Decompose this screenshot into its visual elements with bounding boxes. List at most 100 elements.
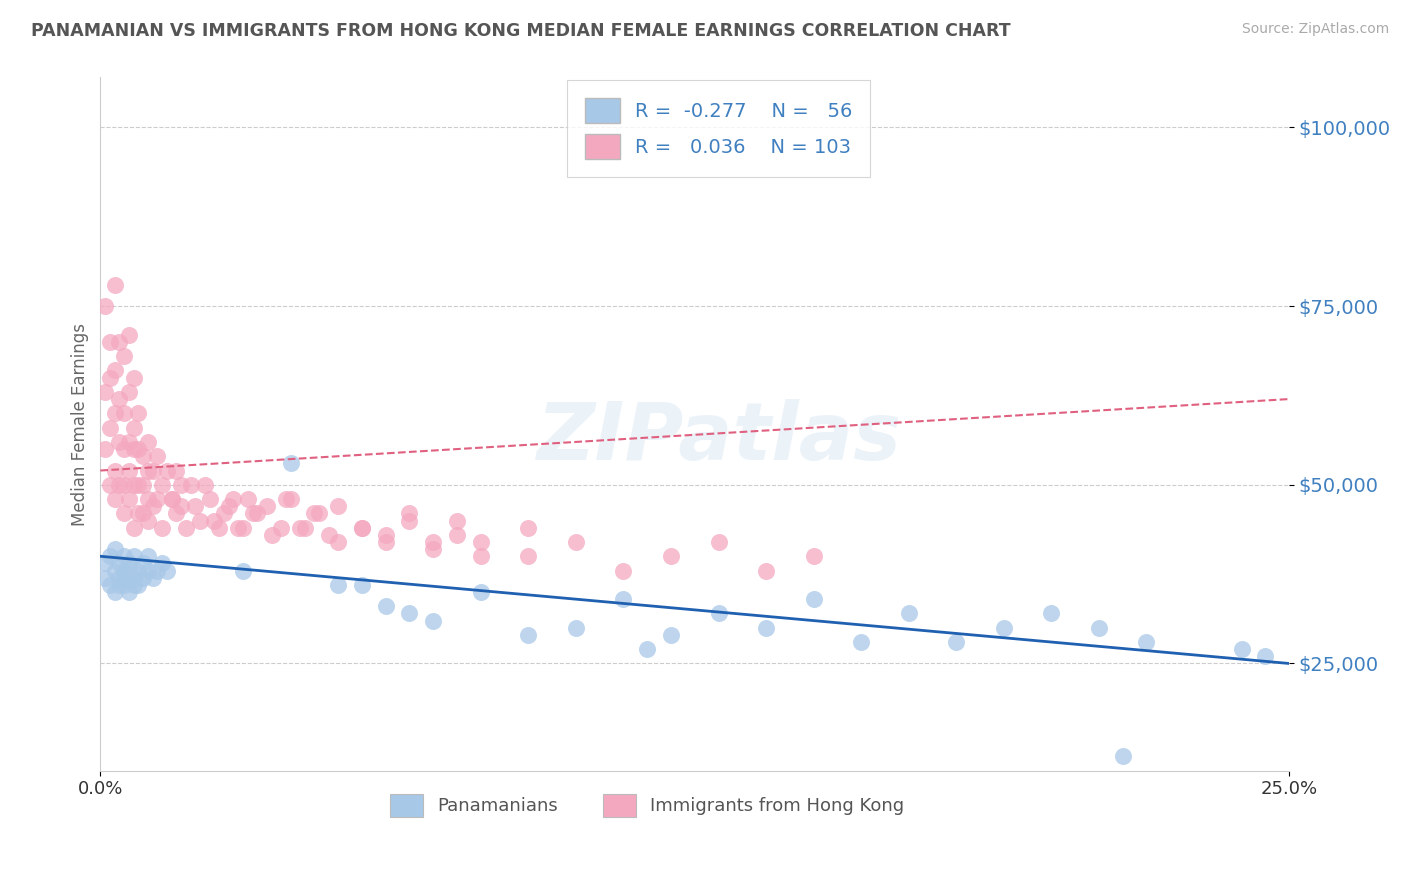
Point [242, 507, 264, 521]
Point [945, 635, 967, 649]
Point [122, 420, 145, 434]
Point [108, 578, 131, 592]
Point [127, 578, 149, 592]
Point [180, 478, 202, 492]
Point [226, 521, 249, 535]
Point [98, 334, 121, 349]
Point [127, 442, 149, 456]
Point [194, 478, 217, 492]
Point [803, 549, 825, 564]
Point [350, 521, 373, 535]
Point [122, 478, 145, 492]
Point [104, 463, 127, 477]
Point [156, 463, 179, 477]
Point [707, 535, 730, 549]
Point [160, 492, 183, 507]
Point [1230, 642, 1253, 657]
Point [122, 549, 145, 564]
Point [112, 578, 135, 592]
Point [108, 557, 131, 571]
Point [398, 514, 420, 528]
Point [127, 406, 149, 420]
Point [174, 521, 197, 535]
Point [260, 528, 283, 542]
Point [318, 528, 340, 542]
Point [108, 334, 131, 349]
Point [108, 478, 131, 492]
Point [104, 542, 127, 557]
Legend: Panamanians, Immigrants from Hong Kong: Panamanians, Immigrants from Hong Kong [382, 787, 911, 824]
Point [156, 564, 179, 578]
Point [326, 535, 349, 549]
Text: Source: ZipAtlas.com: Source: ZipAtlas.com [1241, 22, 1389, 37]
Point [112, 442, 135, 456]
Point [118, 564, 141, 578]
Point [108, 571, 131, 585]
Point [160, 492, 183, 507]
Point [232, 564, 254, 578]
Point [422, 542, 444, 557]
Point [104, 406, 127, 420]
Point [803, 592, 825, 607]
Point [104, 492, 127, 507]
Point [326, 578, 349, 592]
Point [136, 549, 159, 564]
Point [993, 621, 1015, 635]
Point [108, 392, 131, 406]
Point [127, 564, 149, 578]
Point [112, 507, 135, 521]
Point [755, 621, 778, 635]
Point [198, 492, 221, 507]
Point [270, 521, 292, 535]
Point [94, 442, 117, 456]
Point [374, 528, 396, 542]
Point [1254, 649, 1277, 664]
Point [136, 463, 159, 477]
Point [150, 478, 173, 492]
Point [118, 384, 141, 399]
Point [108, 434, 131, 449]
Point [1112, 749, 1135, 764]
Point [104, 564, 127, 578]
Point [208, 521, 231, 535]
Point [612, 592, 634, 607]
Point [1088, 621, 1111, 635]
Point [1040, 607, 1063, 621]
Point [288, 521, 311, 535]
Point [398, 607, 420, 621]
Point [142, 500, 165, 514]
Point [132, 449, 155, 463]
Point [188, 514, 211, 528]
Point [659, 628, 682, 642]
Point [98, 549, 121, 564]
Point [94, 557, 117, 571]
Point [136, 492, 159, 507]
Point [755, 564, 778, 578]
Point [104, 363, 127, 377]
Point [517, 549, 540, 564]
Point [565, 621, 588, 635]
Point [104, 585, 127, 599]
Point [398, 507, 420, 521]
Point [122, 578, 145, 592]
Point [112, 478, 135, 492]
Point [94, 299, 117, 313]
Point [470, 549, 492, 564]
Point [118, 557, 141, 571]
Point [274, 492, 297, 507]
Point [422, 535, 444, 549]
Point [122, 442, 145, 456]
Point [150, 557, 173, 571]
Point [470, 535, 492, 549]
Point [136, 514, 159, 528]
Point [659, 549, 682, 564]
Point [122, 370, 145, 384]
Point [256, 500, 278, 514]
Point [446, 514, 468, 528]
Point [98, 578, 121, 592]
Point [112, 571, 135, 585]
Y-axis label: Median Female Earnings: Median Female Earnings [72, 323, 89, 525]
Point [112, 564, 135, 578]
Point [98, 478, 121, 492]
Point [897, 607, 920, 621]
